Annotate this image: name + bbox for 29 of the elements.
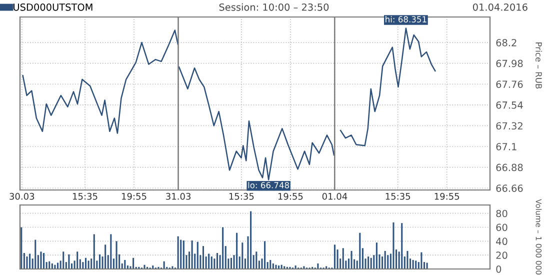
line-series [340,28,436,146]
annotation: hi: 68.351 [386,16,426,22]
y-tick-label: 66.66 [496,184,523,192]
y-tick-label: 67.76 [496,80,523,88]
x-tick-label: 19:55 [434,192,460,200]
y-tick-label: 60 [496,224,508,232]
y-axis-title: Price – RUB [536,42,542,89]
annotation: lo: 66.748 [248,182,290,188]
y-tick-label: 68.2 [496,39,516,46]
x-tick-label: 30.03 [10,192,34,200]
x-tick-label: 15:35 [229,192,254,200]
y-tick-label: 66.88 [496,164,523,172]
y-tick-label: 67.98 [496,60,523,68]
y-tick-label: 0 [496,265,502,273]
x-tick-label: 19:55 [122,192,146,200]
y-tick-label: 67.32 [496,122,522,130]
legend-label: USD000UTSTOM [14,3,92,11]
y-tick-label: 20 [496,252,508,259]
y-tick-label: 40 [496,238,508,246]
y-tick-label: 67.54 [496,101,523,109]
x-tick-label: 15:35 [386,192,410,200]
x-tick-label: 15:35 [73,192,98,200]
x-tick-label: 19:55 [278,192,303,200]
y-tick-label: 80 [496,210,508,218]
chart-subtitle: 01.04.2016 [472,3,528,11]
x-tick-label: 01.04 [322,192,348,200]
y-tick-label: 67.1 [496,142,516,150]
x-tick-label: 31.03 [166,192,190,200]
chart-title: Session: 10:00 – 23:50 [219,3,329,11]
